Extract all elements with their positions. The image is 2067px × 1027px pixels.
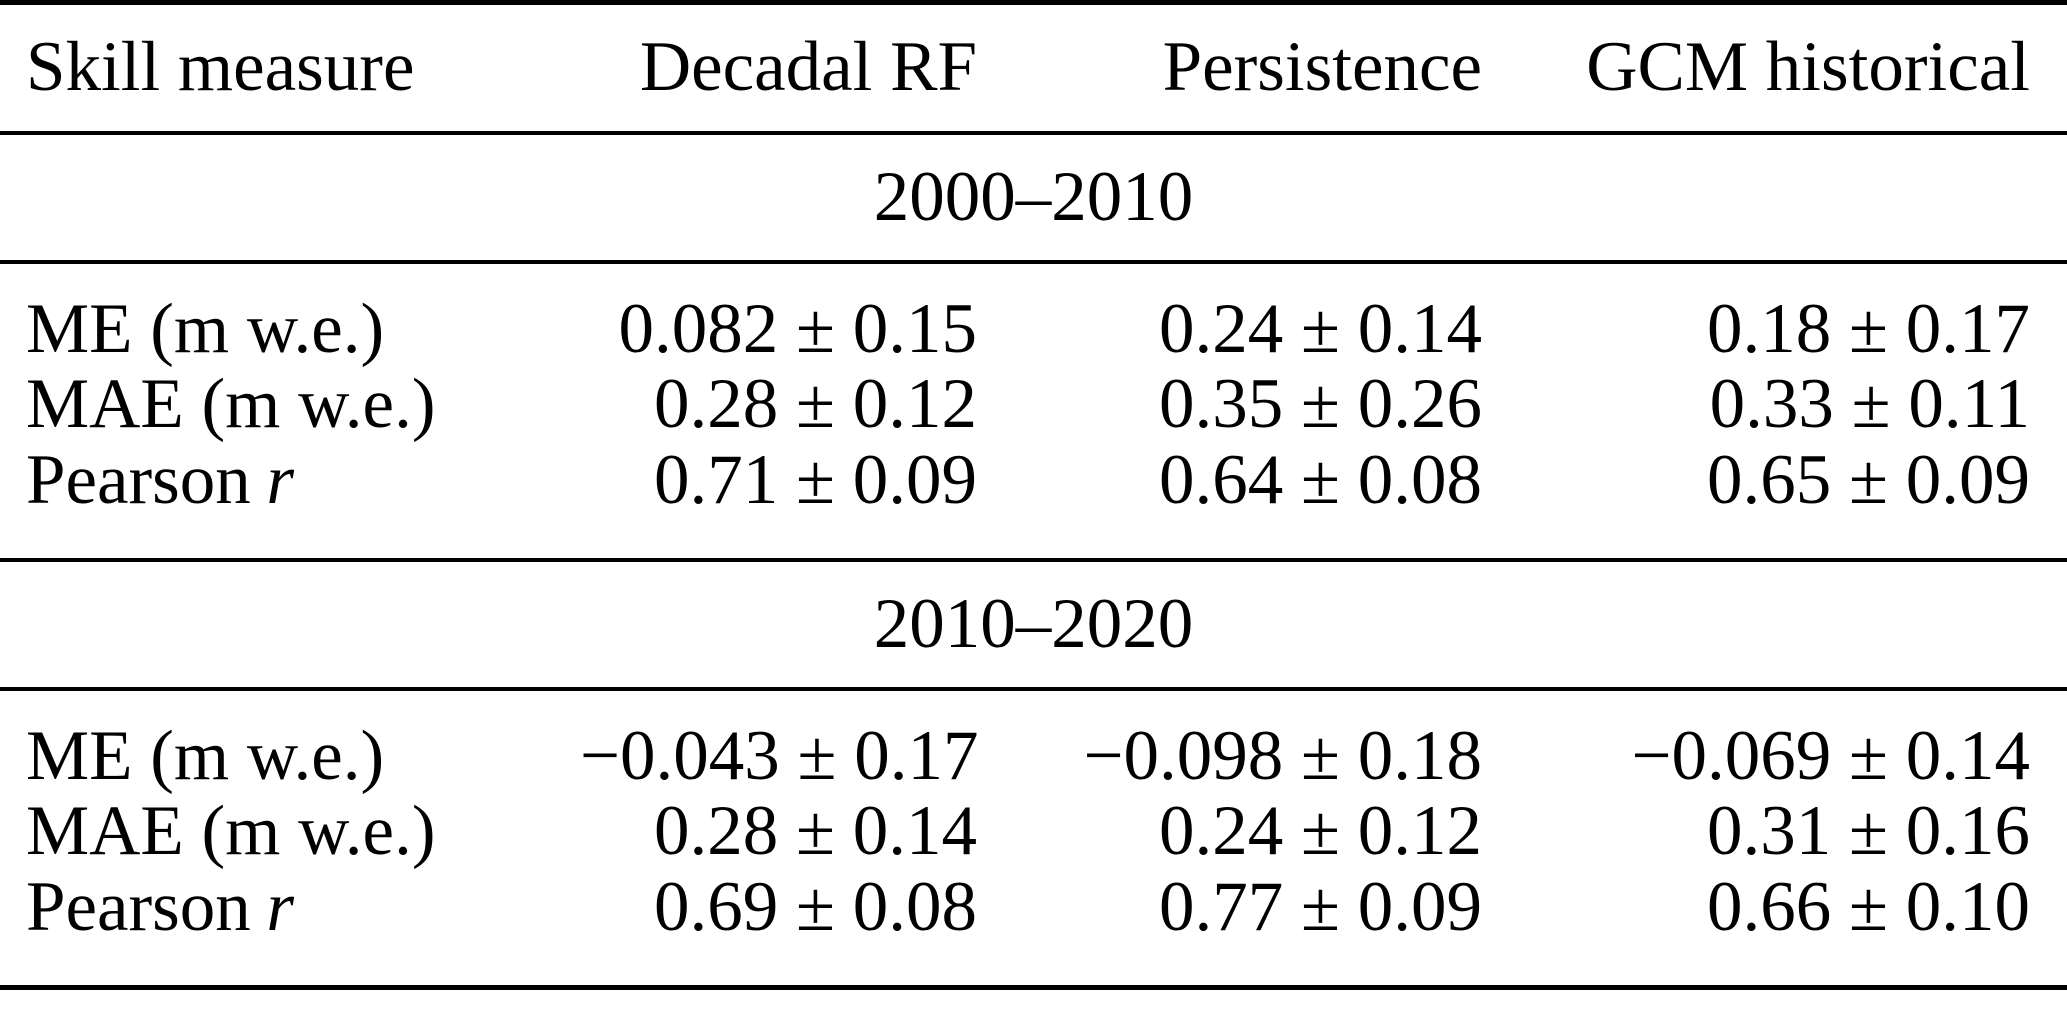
value-cell: 0.31 ± 0.16: [1707, 792, 2030, 870]
table-row: ME (m w.e.) −0.043 ± 0.17 −0.098 ± 0.18 …: [0, 689, 2067, 792]
row-label-italic: r: [266, 867, 295, 946]
value-cell: 0.18 ± 0.17: [1707, 289, 2030, 368]
skill-measure-table: Skill measure Decadal RF Persistence GCM…: [0, 0, 2067, 990]
value-cell: 0.71 ± 0.09: [654, 440, 977, 519]
column-header-decadal-rf: Decadal RF: [639, 28, 977, 107]
value-cell: 0.33 ± 0.11: [1709, 365, 2030, 443]
row-label-text: MAE (m w.e.): [26, 365, 436, 443]
row-label-text: ME (m w.e.): [26, 716, 385, 795]
value-cell: 0.65 ± 0.09: [1707, 440, 2030, 519]
value-cell: 0.24 ± 0.14: [1159, 289, 1482, 368]
section-title-2000-2010: 2000–2010: [873, 157, 1194, 236]
value-cell: 0.35 ± 0.26: [1159, 365, 1482, 443]
value-cell: 0.64 ± 0.08: [1159, 440, 1482, 519]
value-cell: 0.28 ± 0.14: [654, 792, 977, 870]
row-label-pearson-r: Pearson r: [0, 871, 580, 988]
table-row: Pearson r 0.71 ± 0.09 0.64 ± 0.08 0.65 ± …: [0, 440, 2067, 560]
row-label-text: Pearson: [26, 440, 251, 519]
value-cell: 0.66 ± 0.10: [1707, 867, 2030, 946]
row-label-text: ME (m w.e.): [26, 289, 385, 368]
table-row: MAE (m w.e.) 0.28 ± 0.12 0.35 ± 0.26 0.3…: [0, 365, 2067, 445]
value-cell: −0.069 ± 0.14: [1631, 716, 2030, 795]
column-header-skill-measure: Skill measure: [26, 28, 415, 107]
column-header-gcm-historical: GCM historical: [1586, 28, 2030, 107]
value-cell: −0.098 ± 0.18: [1083, 716, 1482, 795]
table-header-row: Skill measure Decadal RF Persistence GCM…: [0, 3, 2067, 133]
row-label-text: Pearson: [26, 867, 251, 946]
section-header-row-2010-2020: 2010–2020: [0, 559, 2067, 689]
row-label-me: ME (m w.e.): [0, 262, 580, 365]
row-label-mae: MAE (m w.e.): [0, 365, 580, 445]
section-title-2010-2020: 2010–2020: [873, 584, 1194, 663]
value-cell: 0.082 ± 0.15: [618, 289, 977, 368]
table-row: Pearson r 0.69 ± 0.08 0.77 ± 0.09 0.66 ± …: [0, 867, 2067, 988]
row-label-mae: MAE (m w.e.): [0, 792, 580, 872]
value-cell: 0.24 ± 0.12: [1159, 792, 1482, 870]
column-header-persistence: Persistence: [1162, 28, 1482, 107]
value-cell: −0.043 ± 0.17: [580, 716, 979, 795]
value-cell: 0.77 ± 0.09: [1159, 867, 1482, 946]
table-row: MAE (m w.e.) 0.28 ± 0.14 0.24 ± 0.12 0.3…: [0, 792, 2067, 872]
row-label-pearson-r: Pearson r: [0, 444, 580, 560]
row-label-me: ME (m w.e.): [0, 689, 580, 792]
value-cell: 0.69 ± 0.08: [654, 867, 977, 946]
table-row: ME (m w.e.) 0.082 ± 0.15 0.24 ± 0.14 0.1…: [0, 262, 2067, 365]
section-header-row-2000-2010: 2000–2010: [0, 132, 2067, 262]
value-cell: 0.28 ± 0.12: [654, 365, 977, 443]
row-label-text: MAE (m w.e.): [26, 792, 436, 870]
row-label-italic: r: [266, 440, 295, 519]
